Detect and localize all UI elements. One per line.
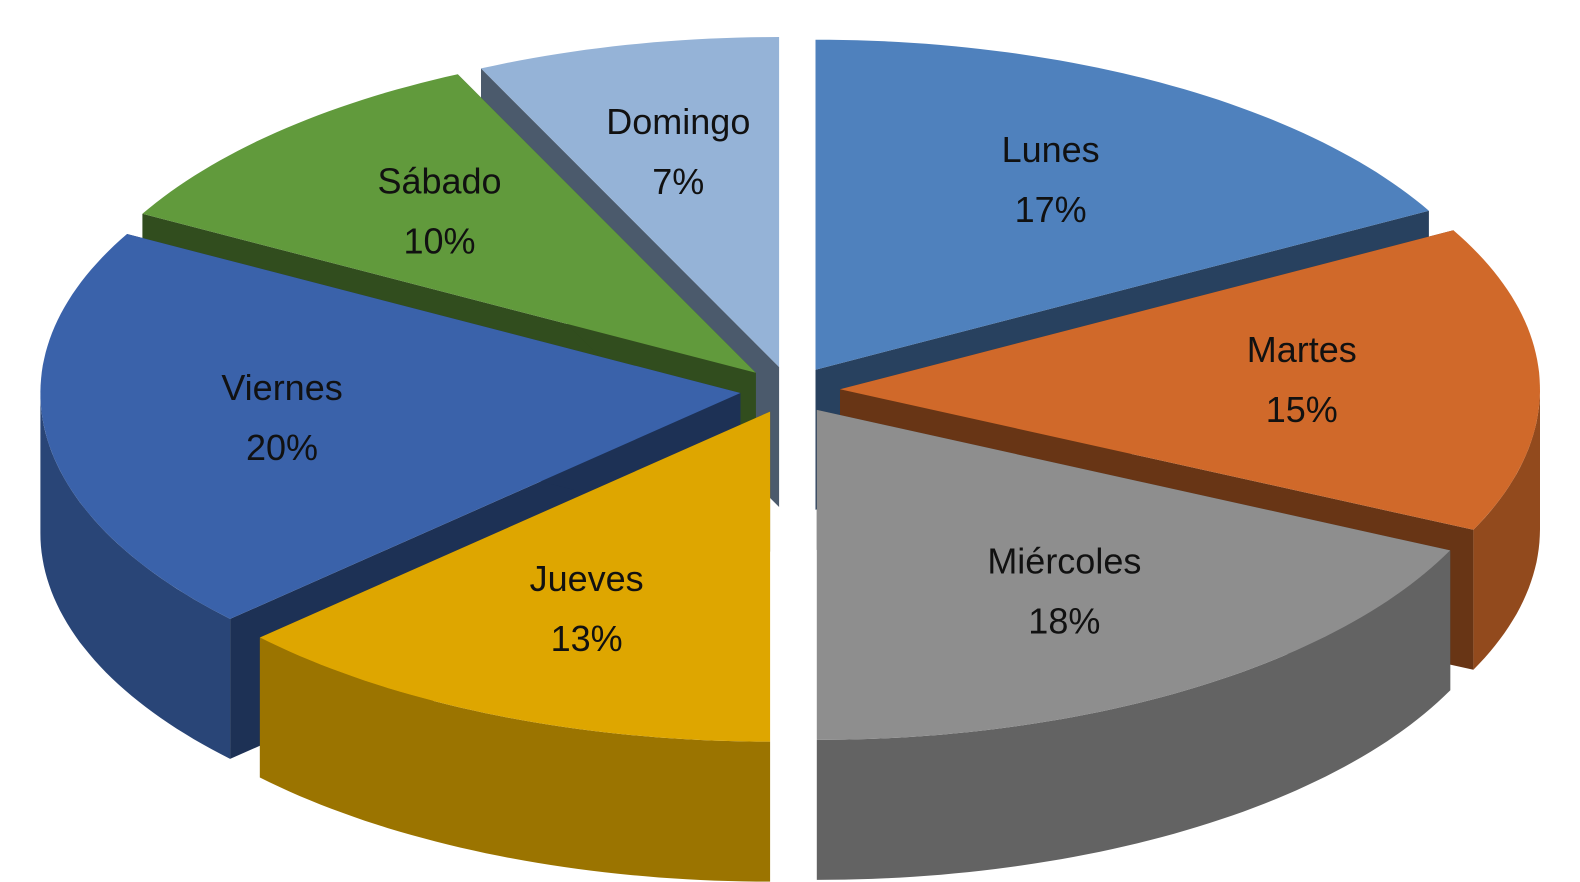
slice-label: Domingo: [606, 101, 750, 142]
slice: [142, 74, 756, 373]
slice-label: Sábado: [377, 161, 501, 202]
slice-label: Lunes: [1002, 129, 1100, 170]
slice-wall: [259, 637, 771, 882]
slice: [815, 39, 1429, 370]
slice-label: Jueves: [530, 558, 644, 599]
slice-label: Martes: [1247, 329, 1357, 370]
slice-wall: [40, 393, 231, 759]
slice: [40, 234, 741, 619]
slice-wall: [1473, 389, 1540, 670]
slice-value-label: 10%: [403, 221, 475, 262]
slice-value-label: 15%: [1266, 389, 1338, 430]
slice: [259, 411, 771, 742]
slice: [481, 37, 780, 367]
slice-value-label: 7%: [652, 161, 704, 202]
slice-wall: [816, 550, 1451, 880]
slice-value-label: 13%: [551, 618, 623, 659]
slice-label: Viernes: [221, 367, 342, 408]
slice: [816, 409, 1451, 740]
slice: [840, 230, 1540, 530]
slice-label: Miércoles: [987, 540, 1141, 581]
slice-value-label: 20%: [246, 427, 318, 468]
slice-value-label: 18%: [1028, 600, 1100, 641]
slice-value-label: 17%: [1015, 189, 1087, 230]
